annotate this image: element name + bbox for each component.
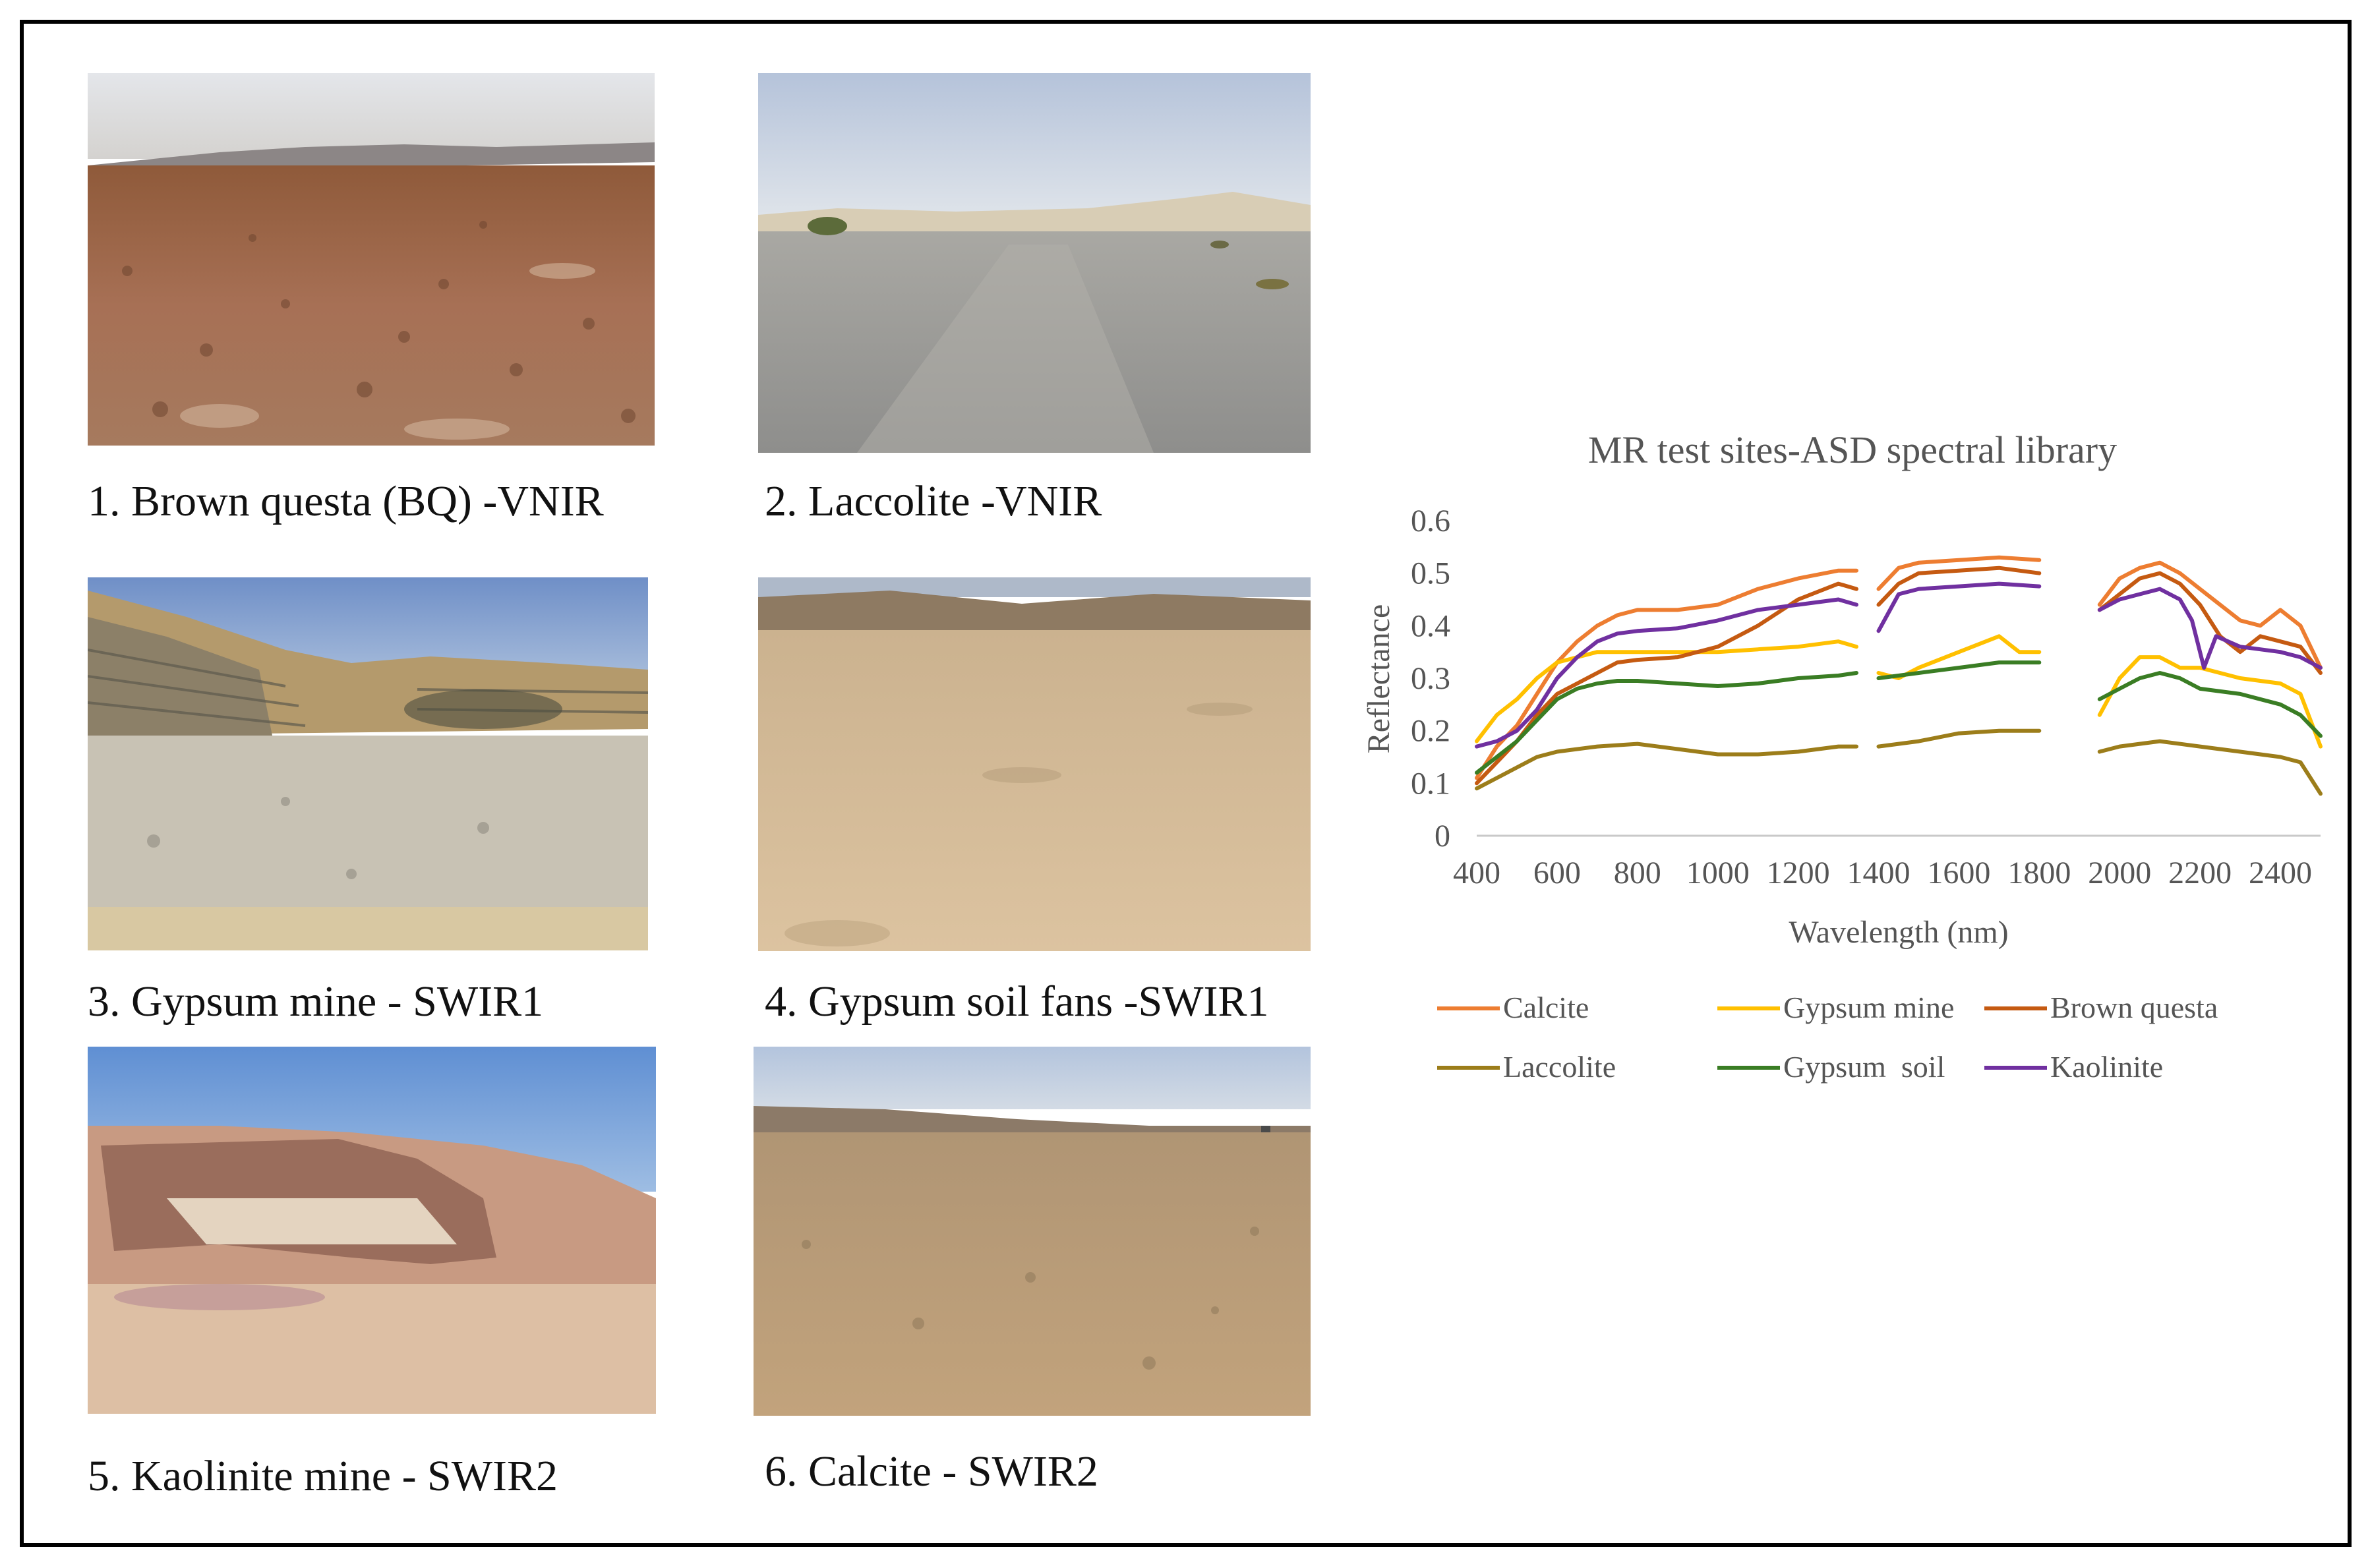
y-axis: 0 0.1 0.2 0.3 0.4 0.5 0.6	[1411, 504, 1450, 854]
series-line-calcite	[1475, 568, 1858, 780]
legend-label: Laccolite	[1503, 1050, 1616, 1084]
y-tick-label: 0.3	[1411, 661, 1450, 696]
x-axis-label: Wavelength (nm)	[1789, 915, 2008, 950]
y-tick-label: 0.2	[1411, 714, 1450, 749]
chart-title: MR test sites-ASD spectral library	[1588, 428, 2117, 471]
y-tick-label: 0.4	[1411, 608, 1450, 643]
plot-area	[1475, 555, 2323, 796]
photo-kaolinite-mine	[88, 1047, 656, 1414]
series-line-gypsum-mine	[1475, 639, 1858, 743]
x-tick-label: 1200	[1767, 856, 1830, 890]
y-tick-label: 0.1	[1411, 766, 1450, 801]
y-tick-label: 0	[1435, 819, 1450, 854]
photo-caption-2: 2. Laccolite -VNIR	[765, 477, 1102, 525]
series-line-kaolinite	[1475, 597, 1858, 749]
x-tick-label: 2200	[2168, 856, 2232, 890]
photo-caption-1: 1. Brown questa (BQ) -VNIR	[88, 477, 604, 525]
spectral-chart: MR test sites-ASD spectral library 00.10…	[1361, 428, 2323, 1084]
x-tick-label: 1400	[1847, 856, 1911, 890]
series-line-kaolinite	[2097, 587, 2323, 670]
photo-gypsum-mine	[88, 577, 648, 950]
legend-label: Gypsum mine	[1783, 991, 1954, 1024]
legend-label: Calcite	[1503, 991, 1589, 1024]
x-tick-label: 1000	[1686, 856, 1750, 890]
x-tick-label: 400	[1453, 856, 1500, 890]
y-tick-label: 0.5	[1411, 556, 1450, 591]
legend-label: Kaolinite	[2050, 1050, 2163, 1084]
y-axis-label: Reflectance	[1361, 604, 1396, 754]
series-line-brown-questa	[1876, 566, 2042, 607]
x-axis: 400 600 800 1000 1200 1400 1600 1800 2000 2200 240…	[1453, 856, 2312, 890]
series-line-gypsum-soil	[1876, 660, 2042, 680]
series-line-laccolite	[2097, 739, 2323, 796]
series-line-laccolite	[1876, 728, 2042, 749]
series-line-kaolinite	[1876, 581, 2042, 633]
x-tick-label: 1600	[1927, 856, 1990, 890]
y-tick-label: 0.6	[1411, 504, 1450, 538]
photo-gypsum-soil-fans	[758, 577, 1311, 951]
photo-caption-3: 3. Gypsum mine - SWIR1	[88, 977, 544, 1026]
photo-brown-questa	[88, 73, 655, 446]
x-tick-label: 2000	[2088, 856, 2151, 890]
photo-caption-6: 6. Calcite - SWIR2	[765, 1447, 1098, 1495]
series-line-laccolite	[1475, 741, 1858, 791]
photo-caption-4: 4. Gypsum soil fans -SWIR1	[765, 977, 1269, 1026]
series-line-calcite	[2097, 560, 2323, 670]
legend-label: Brown questa	[2050, 991, 2218, 1024]
series-line-gypsum-soil	[1475, 671, 1858, 775]
x-tick-label: 800	[1614, 856, 1661, 890]
series-line-gypsum-mine	[1876, 634, 2042, 680]
series-line-gypsum-soil	[2097, 671, 2323, 738]
series-line-calcite	[1876, 555, 2042, 591]
series-line-brown-questa	[2097, 571, 2323, 675]
photo-laccolite	[758, 73, 1311, 453]
photo-calcite	[754, 1047, 1311, 1416]
legend: Calcite Gypsum mine Brown questa Laccolite G…	[1437, 991, 2218, 1084]
x-tick-label: 600	[1533, 856, 1581, 890]
x-tick-label: 1800	[2007, 856, 2071, 890]
legend-label: Gypsum soil	[1783, 1050, 1945, 1084]
photo-caption-5: 5. Kaolinite mine - SWIR2	[88, 1452, 558, 1500]
x-tick-label: 2400	[2249, 856, 2312, 890]
series-line-gypsum-mine	[2097, 655, 2323, 749]
